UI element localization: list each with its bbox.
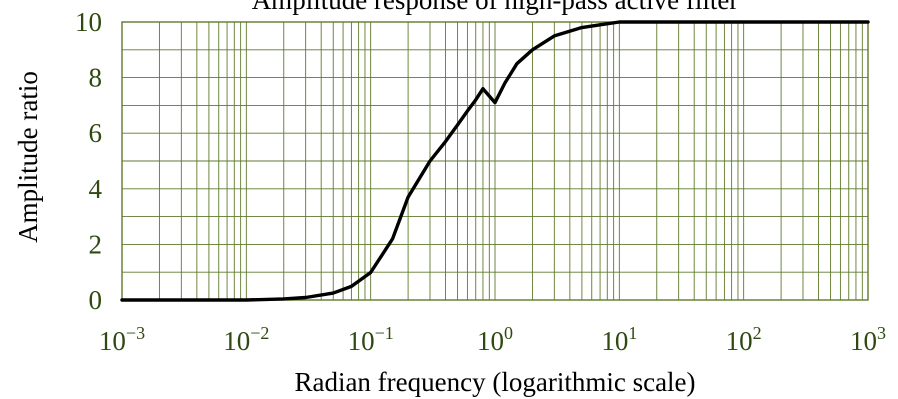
x-tick-labels: 10−3 10−2 10−1 100 101 102 103	[99, 323, 886, 356]
y-tick-label: 0	[89, 285, 103, 315]
y-tick-labels: 0 2 4 6 8 10	[75, 7, 103, 315]
y-axis-label: Amplitude ratio	[13, 71, 43, 243]
x-tick-label: 10−3	[99, 323, 145, 356]
x-tick-label: 10−1	[348, 323, 394, 356]
x-tick-label: 100	[477, 323, 513, 356]
x-tick-label: 10−2	[223, 323, 269, 356]
x-tick-label: 102	[726, 323, 762, 356]
chart-title: Amplitude response of high-pass active f…	[252, 0, 739, 15]
grid	[121, 21, 868, 301]
x-tick-label: 101	[601, 323, 637, 356]
y-tick-label: 2	[89, 229, 103, 259]
y-tick-label: 10	[75, 7, 102, 37]
amplitude-curve	[120, 20, 870, 302]
x-tick-label: 103	[850, 323, 886, 356]
y-tick-label: 4	[89, 174, 103, 204]
plot-frame	[121, 21, 869, 301]
x-axis-label: Radian frequency (logarithmic scale)	[294, 367, 695, 397]
y-tick-label: 6	[89, 118, 103, 148]
y-tick-label: 8	[89, 63, 103, 93]
